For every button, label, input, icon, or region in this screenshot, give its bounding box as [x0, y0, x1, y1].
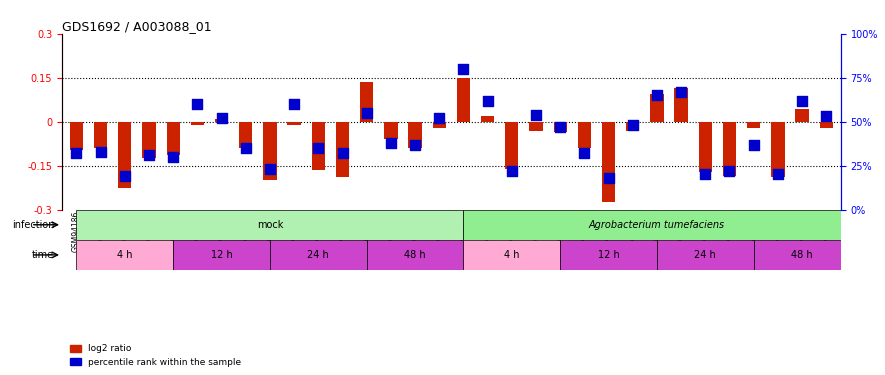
Bar [796, 108, 809, 122]
Point [602, 175, 616, 181]
Text: 48 h: 48 h [791, 250, 812, 260]
Text: 4 h: 4 h [117, 250, 133, 260]
Bar [481, 116, 495, 122]
Point [359, 110, 373, 116]
Bar [698, 122, 712, 172]
Bar [820, 122, 833, 128]
Point [166, 154, 181, 160]
Bar [384, 122, 397, 139]
Point [577, 150, 591, 156]
Bar [657, 240, 754, 270]
Bar [505, 122, 519, 169]
Point [795, 98, 809, 104]
Bar [215, 119, 228, 122]
Point [481, 98, 495, 104]
Bar [239, 122, 252, 148]
Bar [173, 240, 270, 270]
Bar [191, 122, 204, 124]
Text: Agrobacterium tumefaciens: Agrobacterium tumefaciens [589, 220, 725, 230]
Bar [771, 122, 784, 177]
Point [698, 171, 712, 177]
Point [69, 150, 83, 156]
Bar [94, 122, 107, 148]
Text: mock: mock [257, 220, 283, 230]
Point [457, 66, 471, 72]
Point [190, 101, 204, 107]
Bar [270, 240, 366, 270]
Bar [560, 240, 657, 270]
Bar [457, 78, 470, 122]
Point [142, 152, 156, 158]
Text: GDS1692 / A003088_01: GDS1692 / A003088_01 [62, 20, 212, 33]
Bar [464, 210, 850, 240]
Text: infection: infection [12, 220, 54, 230]
Point [118, 173, 132, 179]
Point [384, 140, 398, 146]
Point [529, 112, 543, 118]
Text: 24 h: 24 h [695, 250, 716, 260]
Point [214, 115, 228, 121]
Point [287, 101, 301, 107]
Point [335, 150, 350, 156]
Point [239, 145, 253, 151]
Bar [76, 240, 173, 270]
Text: 12 h: 12 h [597, 250, 619, 260]
Bar [76, 210, 464, 240]
Point [674, 89, 689, 95]
Point [771, 171, 785, 177]
Legend: log2 ratio, percentile rank within the sample: log2 ratio, percentile rank within the s… [66, 341, 245, 370]
Text: 24 h: 24 h [307, 250, 329, 260]
Point [263, 166, 277, 172]
Bar [553, 122, 566, 132]
Bar [723, 122, 736, 176]
Bar [366, 240, 464, 270]
Bar [70, 122, 83, 150]
Bar [360, 82, 373, 122]
Bar [626, 122, 639, 130]
Bar [529, 122, 543, 130]
Bar [264, 122, 277, 180]
Point [747, 142, 761, 148]
Point [432, 115, 446, 121]
Bar [464, 240, 560, 270]
Bar [650, 94, 664, 122]
Point [408, 142, 422, 148]
Bar [408, 122, 422, 148]
Point [504, 168, 519, 174]
Point [626, 122, 640, 128]
Text: 48 h: 48 h [404, 250, 426, 260]
Bar [578, 122, 591, 148]
Bar [674, 88, 688, 122]
Bar [336, 122, 350, 177]
Point [312, 145, 326, 151]
Point [94, 148, 108, 154]
Point [820, 113, 834, 119]
Text: 12 h: 12 h [211, 250, 233, 260]
Bar [754, 240, 850, 270]
Text: 4 h: 4 h [504, 250, 519, 260]
Bar [747, 122, 760, 128]
Bar [166, 122, 180, 155]
Bar [602, 122, 615, 202]
Point [650, 92, 664, 98]
Bar [312, 122, 325, 170]
Point [553, 124, 567, 130]
Bar [433, 122, 446, 128]
Text: time: time [32, 250, 54, 260]
Bar [119, 122, 132, 188]
Bar [288, 122, 301, 124]
Point [722, 168, 736, 174]
Bar [142, 122, 156, 158]
